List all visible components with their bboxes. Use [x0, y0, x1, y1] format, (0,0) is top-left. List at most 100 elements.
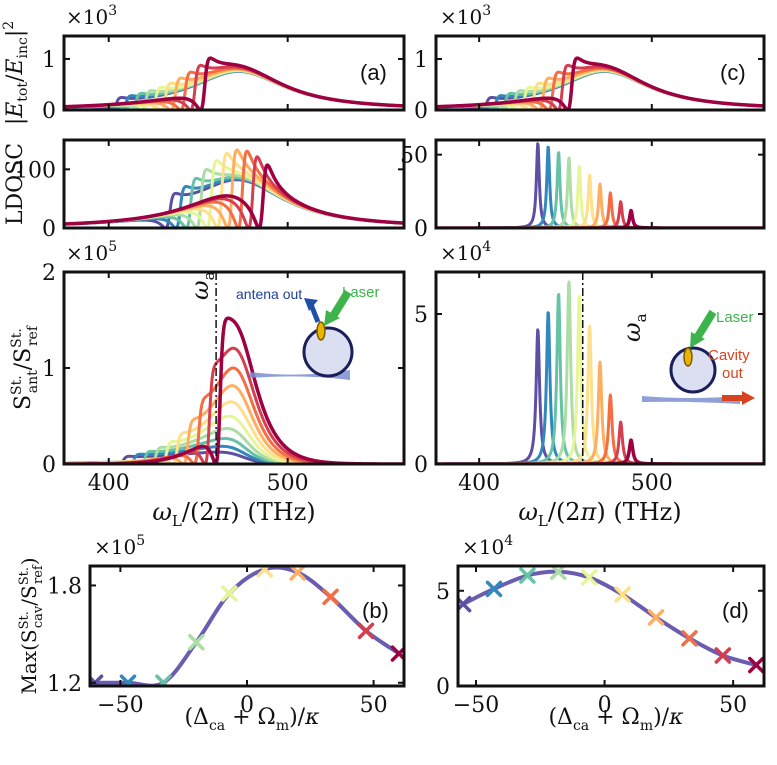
ytick-label-d-0: 0: [436, 675, 450, 700]
link-line-d: [462, 569, 757, 667]
ytick-label-c2-1: 50: [400, 144, 428, 169]
multiplier-d: ×104: [462, 533, 513, 559]
out-label1-c3: Cavity: [708, 347, 750, 364]
xtick-label-d-0: −50: [453, 693, 499, 718]
marker-d-10: [748, 656, 764, 674]
out-label-a3: antena out: [236, 286, 302, 302]
omega-label-c3: ωa: [618, 313, 650, 342]
marker-b-8: [322, 588, 339, 606]
series-group-c2: [436, 142, 764, 228]
axes-frame-c1: [434, 34, 766, 112]
multiplier-c3: ×104: [440, 239, 491, 265]
xlabel-c3: ωL/(2π) (THz): [518, 498, 681, 530]
svg-text:Max(SSt.cav/SSt.ref): Max(SSt.cav/SSt.ref): [17, 557, 46, 694]
marker-b-5: [221, 585, 238, 602]
xlabel-b: (Δca + Ωm)/κ: [184, 705, 320, 734]
cavity-schematic-c3: Laser Cavity out: [642, 309, 755, 405]
marker-b-4: [188, 633, 205, 651]
series-group-d: [458, 566, 764, 674]
marker-b-6: [256, 566, 273, 578]
xtick-label-c3-0: 400: [458, 471, 500, 496]
series-group-a2: [64, 148, 404, 228]
marker-d-5: [580, 569, 598, 586]
axes-frame-d: [456, 564, 766, 688]
marker-d-7: [647, 609, 665, 626]
axes-frame-c3: [434, 270, 766, 466]
multiplier-a1: ×103: [66, 3, 117, 29]
panel-b: −50 0 50 1.2 1.8 ×105 (b) Max(SSt.cav/SSt.re…: [17, 533, 406, 734]
ytick-label-a3-0: 0: [42, 453, 56, 478]
marker-d-9: [714, 647, 732, 664]
ytick-label-a1-1: 1: [42, 48, 56, 73]
ticks-a3: 400 500 0 1 2: [42, 261, 404, 496]
xtick-label-c3-1: 500: [631, 471, 673, 496]
svg-text:|Etot/Einc|2: |Etot/Einc|2: [1, 21, 31, 125]
ticks-c2: 0 50: [400, 140, 764, 242]
marker-b-9: [357, 622, 375, 640]
laser-label-c3: Laser: [716, 309, 754, 326]
out-label2-c3: out: [722, 365, 744, 382]
xtick-label-a3-0: 400: [88, 471, 130, 496]
series-a1-10: [64, 56, 404, 110]
axes-frame-b: [88, 564, 406, 688]
omega-label-a3: ωa: [186, 271, 218, 300]
ytick-label-a3-1: 1: [42, 357, 56, 382]
series-group-c1: [436, 56, 764, 110]
panel-c2: 0 50: [400, 138, 766, 242]
antenna-dot-c3: [683, 347, 693, 367]
ylabel-a1: |Etot/Einc|2: [1, 21, 31, 125]
laser-arrow-a3: [328, 289, 352, 321]
marker-b-2: [119, 674, 137, 686]
marker-d-6: [614, 586, 631, 603]
series-c3-8: [436, 393, 764, 464]
ytick-label-a2-1: 100: [14, 158, 56, 183]
panel-label-a: (a): [360, 60, 387, 85]
marker-d-8: [681, 630, 698, 647]
waveguide-a3: [250, 370, 350, 380]
laser-label-a3: Laser: [342, 284, 380, 301]
ytick-label-a1-0: 0: [42, 99, 56, 124]
ytick-label-d-1: 5: [436, 580, 450, 605]
laser-arrow-c3: [693, 309, 717, 341]
waveguide-c3: [642, 396, 740, 404]
series-group-b: [90, 566, 404, 686]
ytick-label-c1-1: 1: [414, 48, 428, 73]
multiplier-a3: ×105: [66, 239, 117, 265]
series-a3-7: [64, 384, 404, 464]
ytick-label-a3-2: 2: [42, 261, 56, 286]
ytick-label-c2-0: 0: [414, 217, 428, 242]
panel-c3: 400 500 0 5 ×104 ωa Laser Cavity out: [414, 239, 766, 496]
ticks-a2: 0 100: [14, 140, 404, 242]
ytick-label-c3-0: 0: [414, 453, 428, 478]
marker-b-7: [289, 566, 306, 581]
ticks-c1: 01: [414, 36, 764, 124]
ylabel-a3: SSt.ant/SSt.ref: [9, 324, 41, 410]
series-a3-9: [64, 346, 404, 464]
series-c2-7: [436, 182, 764, 228]
panel-label-d: (d): [722, 598, 749, 623]
multiplier-c1: ×103: [440, 3, 491, 29]
panel-c1: 01 ×103 (c): [414, 3, 766, 124]
panel-a1: 0 1 ×103 (a) |Etot/Einc|2: [1, 3, 406, 125]
cavity-circle-c3: [669, 346, 717, 394]
ylabel-a2: LDOSC: [3, 143, 28, 225]
series-a2-10: [64, 163, 404, 228]
multiplier-b: ×105: [94, 533, 145, 559]
xtick-label-a3-1: 500: [267, 471, 309, 496]
panel-label-c: (c): [720, 60, 746, 85]
marker-b-3: [155, 674, 172, 686]
xtick-label-b-0: −50: [97, 693, 143, 718]
series-c1-10: [436, 56, 764, 110]
series-c2-9: [436, 200, 764, 228]
xtick-label-b-2: 50: [360, 693, 388, 718]
ytick-label-c1-0: 0: [414, 99, 428, 124]
series-a3-3: [64, 437, 404, 464]
series-a3-10: [64, 316, 404, 464]
ticks-b: −50 0 50 1.2 1.8: [47, 566, 404, 718]
cavity-circle-a3: [302, 326, 354, 378]
antenna-schematic-a3: antena out Laser: [236, 284, 380, 380]
ytick-label-b-1: 1.8: [47, 574, 82, 599]
ylabel-b: Max(SSt.cav/SSt.ref): [17, 557, 46, 694]
